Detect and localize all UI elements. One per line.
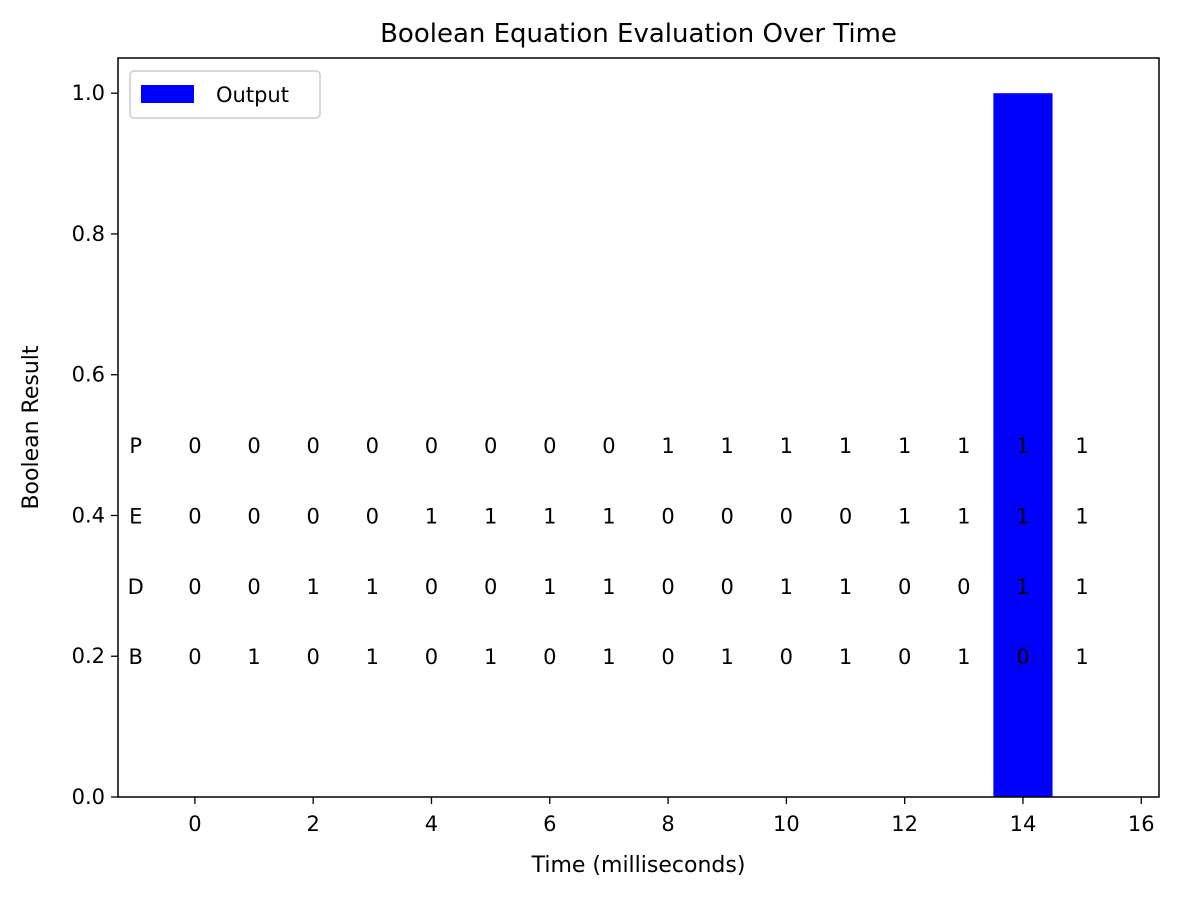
annotation-B-8: 0	[661, 645, 674, 669]
y-tick-label-0.4: 0.4	[72, 503, 105, 527]
x-axis-ticks: 0 2 4 6 8 10 12 14 16	[188, 797, 1155, 836]
legend-swatch	[141, 85, 194, 103]
annotation-P-12: 1	[898, 434, 911, 458]
x-tick-label-10: 10	[773, 812, 800, 836]
annotation-B-12: 0	[898, 645, 911, 669]
annotation-B-15: 1	[1075, 645, 1088, 669]
plot-frame	[117, 57, 1160, 798]
annotation-D-12: 0	[898, 575, 911, 599]
annotation-E-14: 1	[1016, 504, 1029, 528]
annotation-E-2: 0	[307, 504, 320, 528]
annotation-B-6: 0	[543, 645, 556, 669]
annotation-E-12: 1	[898, 504, 911, 528]
annotation-E-15: 1	[1075, 504, 1088, 528]
annotation-D-5: 0	[484, 575, 497, 599]
annotation-label-B: B	[129, 645, 143, 669]
annotation-P-13: 1	[957, 434, 970, 458]
chart-title: Boolean Equation Evaluation Over Time	[380, 19, 897, 49]
annotation-label-P: P	[129, 434, 142, 458]
annotation-E-1: 0	[247, 504, 260, 528]
annotation-E-7: 1	[602, 504, 615, 528]
annotation-E-10: 0	[780, 504, 793, 528]
annotation-P-0: 0	[188, 434, 201, 458]
bar-0-14	[993, 93, 1053, 797]
annotation-B-14: 0	[1016, 645, 1029, 669]
annotation-P-2: 0	[307, 434, 320, 458]
y-tick-label-0.6: 0.6	[72, 363, 105, 387]
annotation-P-3: 0	[366, 434, 379, 458]
x-tick-label-14: 14	[1010, 812, 1037, 836]
annotation-E-0: 0	[188, 504, 201, 528]
annotation-B-1: 1	[247, 645, 260, 669]
annotation-D-4: 0	[425, 575, 438, 599]
annotation-B-2: 0	[307, 645, 320, 669]
annotation-D-9: 0	[721, 575, 734, 599]
annotation-P-7: 0	[602, 434, 615, 458]
y-axis-label: Boolean Result	[19, 345, 44, 509]
annotation-P-5: 0	[484, 434, 497, 458]
annotations-layer: P 0 0 0 0 0 0 0 0 1 1 1 1 1 1 1 1 E 0 0 0 0 1 1 1 1 0 0 0 0 1 1 1 1 D 0 0 1 1 0…	[128, 434, 1089, 669]
annotation-D-8: 0	[661, 575, 674, 599]
bars-layer	[993, 93, 1053, 797]
x-tick-label-4: 4	[425, 812, 438, 836]
annotation-P-10: 1	[780, 434, 793, 458]
annotation-B-10: 0	[780, 645, 793, 669]
legend-box	[129, 70, 321, 119]
annotation-label-E: E	[129, 504, 142, 528]
y-tick-label-0.2: 0.2	[72, 644, 105, 668]
annotation-D-0: 0	[188, 575, 201, 599]
annotation-E-6: 1	[543, 504, 556, 528]
annotation-B-5: 1	[484, 645, 497, 669]
x-tick-label-2: 2	[307, 812, 320, 836]
annotation-D-11: 1	[839, 575, 852, 599]
annotation-D-7: 1	[602, 575, 615, 599]
annotation-P-9: 1	[721, 434, 734, 458]
annotation-label-D: D	[128, 575, 144, 599]
annotation-E-8: 0	[661, 504, 674, 528]
annotation-D-15: 1	[1075, 575, 1088, 599]
annotation-P-14: 1	[1016, 434, 1029, 458]
legend: Output	[129, 70, 321, 119]
annotation-D-1: 0	[247, 575, 260, 599]
annotation-D-13: 0	[957, 575, 970, 599]
annotation-E-3: 0	[366, 504, 379, 528]
x-axis-label: Time (milliseconds)	[531, 853, 746, 878]
x-tick-label-0: 0	[188, 812, 201, 836]
y-tick-label-0.8: 0.8	[72, 222, 105, 246]
annotation-D-10: 1	[780, 575, 793, 599]
y-tick-label-1.0: 1.0	[72, 81, 105, 105]
annotation-P-6: 0	[543, 434, 556, 458]
y-axis-ticks: 0.0 0.2 0.4 0.6 0.8 1.0	[72, 81, 118, 809]
annotation-D-6: 1	[543, 575, 556, 599]
annotation-E-4: 1	[425, 504, 438, 528]
annotation-B-3: 1	[366, 645, 379, 669]
annotation-E-13: 1	[957, 504, 970, 528]
y-tick-label-0.0: 0.0	[72, 785, 105, 809]
annotation-E-9: 0	[721, 504, 734, 528]
annotation-E-5: 1	[484, 504, 497, 528]
annotation-D-14: 1	[1016, 575, 1029, 599]
annotation-P-1: 0	[247, 434, 260, 458]
annotation-D-3: 1	[366, 575, 379, 599]
annotation-B-0: 0	[188, 645, 201, 669]
x-tick-label-6: 6	[543, 812, 556, 836]
annotation-B-7: 1	[602, 645, 615, 669]
annotation-B-13: 1	[957, 645, 970, 669]
annotation-P-8: 1	[661, 434, 674, 458]
annotation-B-4: 0	[425, 645, 438, 669]
legend-label: Output	[216, 83, 289, 107]
annotation-E-11: 0	[839, 504, 852, 528]
x-tick-label-16: 16	[1128, 812, 1155, 836]
annotation-D-2: 1	[307, 575, 320, 599]
annotation-P-4: 0	[425, 434, 438, 458]
annotation-P-11: 1	[839, 434, 852, 458]
x-tick-label-8: 8	[661, 812, 674, 836]
annotation-P-15: 1	[1075, 434, 1088, 458]
x-tick-label-12: 12	[891, 812, 918, 836]
annotation-B-11: 1	[839, 645, 852, 669]
annotation-B-9: 1	[721, 645, 734, 669]
